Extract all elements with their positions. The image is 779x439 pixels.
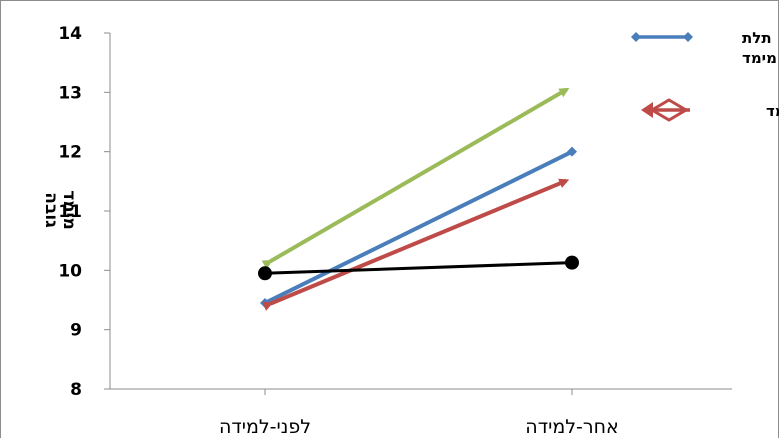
y-tick-label: 12 [58, 143, 82, 163]
legend-label: מימד [742, 49, 777, 67]
legend-label: דו מימד [766, 102, 779, 120]
data-point [565, 255, 579, 270]
y-tick-label: 11 [58, 202, 82, 222]
y-tick-label: 10 [58, 261, 82, 281]
legend-item-series-1: תלת מימד [631, 29, 777, 67]
data-point [567, 146, 577, 157]
legend-label: תלת [742, 29, 772, 47]
series-3 [261, 87, 570, 270]
y-tick-label: 13 [58, 83, 82, 103]
diamond-marker-icon [683, 32, 693, 42]
y-tick-label: 14 [58, 24, 82, 44]
diamond-marker-icon [649, 98, 689, 122]
series-line [261, 87, 570, 270]
y-axis-label: מימד גובה [41, 190, 79, 230]
y-tick-label: 9 [70, 321, 82, 341]
diamond-marker-icon [631, 32, 641, 42]
series-line [264, 261, 573, 275]
x-tick-label: אחר-למידה [525, 416, 618, 438]
legend: תלת מימד דו מימד [631, 29, 779, 122]
data-point [258, 266, 272, 281]
series-1 [260, 146, 577, 308]
y-axis-label-line: מימד [59, 190, 79, 230]
series-2 [262, 178, 570, 311]
y-tick-label: 8 [70, 380, 82, 400]
series-line [262, 178, 570, 311]
legend-item-series-2: דו מימד [641, 98, 779, 122]
arrow-head-icon [641, 102, 653, 118]
series-4 [258, 255, 579, 281]
x-tick-label: לפני-למידה [219, 416, 311, 438]
y-axis-label-line: גובה [41, 192, 61, 228]
